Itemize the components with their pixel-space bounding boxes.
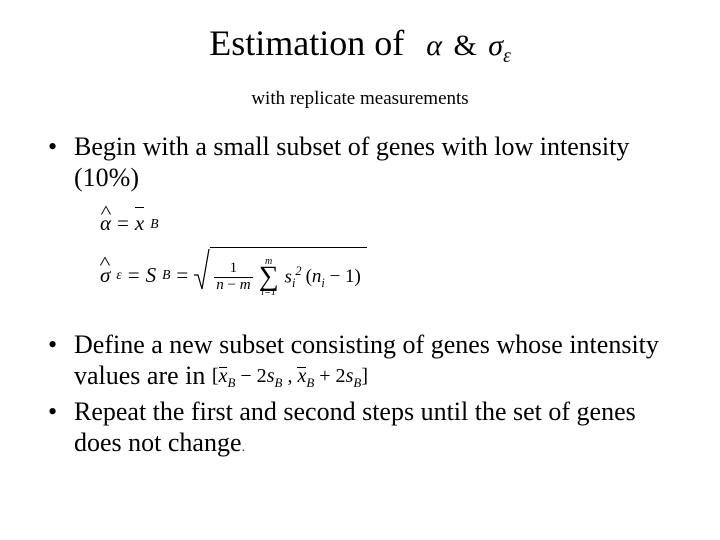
S-var: S bbox=[146, 257, 157, 295]
bullet-item-3: Repeat the first and second steps until … bbox=[48, 397, 680, 458]
sqrt-expression: 1 n − m m ∑ i=1 si2 bbox=[194, 247, 367, 304]
sigma-icon: ∑ bbox=[259, 266, 279, 288]
alpha-hat: α bbox=[100, 205, 111, 243]
xbar: x bbox=[135, 205, 144, 243]
s-term: si2 bbox=[285, 260, 302, 295]
sigma-hat-sub: ε bbox=[116, 263, 121, 288]
eq-sign-3: = bbox=[176, 257, 188, 295]
alpha-symbol: α bbox=[426, 29, 442, 62]
sigma-sub: ε bbox=[503, 46, 511, 67]
sum-lower: i=1 bbox=[261, 288, 276, 297]
slide: Estimation of α & σε with replicate meas… bbox=[0, 0, 720, 540]
formula-block: α = xB σε = SB = 1 n − m bbox=[100, 205, 680, 304]
link-marker[interactable]: . bbox=[242, 440, 246, 455]
sigma-hat: σ bbox=[100, 257, 110, 295]
bullet-list-2: Define a new subset consisting of genes … bbox=[48, 330, 680, 459]
ampersand: & bbox=[453, 29, 476, 62]
eq-sign-1: = bbox=[117, 205, 129, 243]
formula-alpha-row: α = xB bbox=[100, 205, 680, 243]
formula-sigma-row: σε = SB = 1 n − m bbox=[100, 247, 680, 304]
frac-den: n − m bbox=[214, 277, 252, 294]
fraction: 1 n − m bbox=[214, 261, 252, 294]
bullet-item-1: Begin with a small subset of genes with … bbox=[48, 132, 680, 193]
eq-sign-2: = bbox=[128, 257, 140, 295]
subtitle: with replicate measurements bbox=[40, 88, 680, 110]
bullet-list: Begin with a small subset of genes with … bbox=[48, 132, 680, 193]
sqrt-content: 1 n − m m ∑ i=1 si2 bbox=[210, 247, 367, 304]
S-sub: B bbox=[162, 263, 170, 288]
title-block: Estimation of α & σε bbox=[40, 24, 680, 68]
title-formula: α & σε bbox=[426, 29, 511, 62]
xbar-sub: B bbox=[150, 212, 158, 237]
bullet-item-2: Define a new subset consisting of genes … bbox=[48, 330, 680, 391]
bullet-3-text: Repeat the first and second steps until … bbox=[74, 397, 636, 457]
sigma-symbol: σ bbox=[488, 29, 503, 62]
frac-num: 1 bbox=[228, 261, 240, 277]
interval-formula: [xB − 2sB , xB + 2sB] bbox=[212, 365, 368, 390]
summation: m ∑ i=1 bbox=[259, 257, 279, 297]
paren-term: (ni − 1) bbox=[306, 260, 361, 294]
radical-icon bbox=[194, 247, 210, 304]
page-title: Estimation of bbox=[209, 24, 404, 64]
